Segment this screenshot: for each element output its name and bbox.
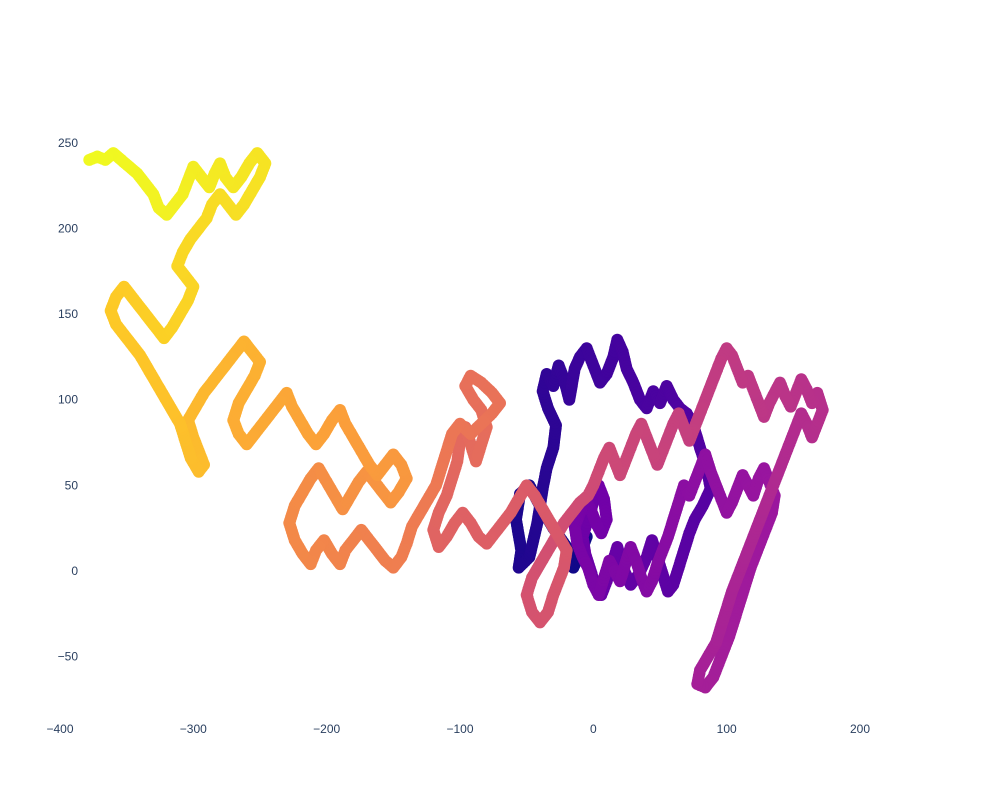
- y-tick-label: 0: [71, 564, 78, 578]
- y-tick-label: −50: [58, 650, 79, 664]
- x-tick-label: 200: [850, 722, 870, 736]
- y-tick-label: 100: [58, 393, 78, 407]
- x-tick-label: −200: [313, 722, 340, 736]
- x-tick-label: −100: [446, 722, 473, 736]
- y-tick-label: 150: [58, 307, 78, 321]
- y-tick-label: 50: [65, 478, 79, 492]
- y-axis: −50 0 50 100 150 200 250: [58, 136, 79, 664]
- x-tick-label: −300: [180, 722, 207, 736]
- y-tick-label: 200: [58, 222, 78, 236]
- y-tick-label: 250: [58, 136, 78, 150]
- x-tick-label: 0: [590, 722, 597, 736]
- x-tick-label: −400: [46, 722, 73, 736]
- plot-area: [83, 147, 829, 694]
- scatter-point: [83, 153, 96, 166]
- x-tick-label: 100: [717, 722, 737, 736]
- x-axis: −400 −300 −200 −100 0 100 200: [46, 722, 870, 736]
